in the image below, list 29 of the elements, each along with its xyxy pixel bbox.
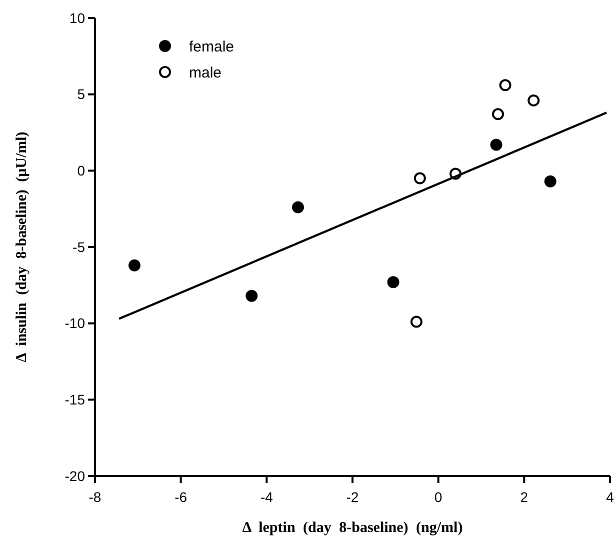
point [410, 316, 422, 328]
point [414, 172, 426, 184]
point [387, 276, 400, 288]
y-axis-title: Δ insulin (day 8-baseline) (μU/ml) [14, 132, 30, 362]
x-tick-label: -6 [174, 489, 188, 505]
x-tick-label: 4 [606, 489, 614, 505]
y-tick-label: 5 [77, 86, 86, 102]
point [490, 138, 502, 151]
point [246, 290, 258, 302]
y-tick-label: 10 [69, 10, 86, 26]
x-tick-label: 2 [520, 489, 528, 505]
point [492, 108, 504, 120]
point [544, 175, 556, 188]
x-axis-title: Δ leptin (day 8-baseline) (ng/ml) [242, 520, 463, 536]
x-tick-label: -4 [260, 489, 274, 505]
legend-label: female [189, 38, 234, 56]
legend-label: male [189, 64, 222, 82]
y-tick-label: 0 [77, 162, 86, 179]
point [499, 79, 512, 92]
x-tick-label: 0 [434, 489, 442, 505]
y-tick-label: -15 [64, 392, 86, 408]
point [292, 201, 304, 214]
point [528, 94, 540, 106]
x-tick-label: -8 [88, 489, 102, 505]
y-tick-label: -20 [64, 468, 86, 484]
x-tick-label: -2 [346, 489, 359, 505]
point [128, 259, 140, 272]
y-tick-label: -5 [72, 238, 86, 255]
y-tick-label: -10 [64, 315, 86, 332]
